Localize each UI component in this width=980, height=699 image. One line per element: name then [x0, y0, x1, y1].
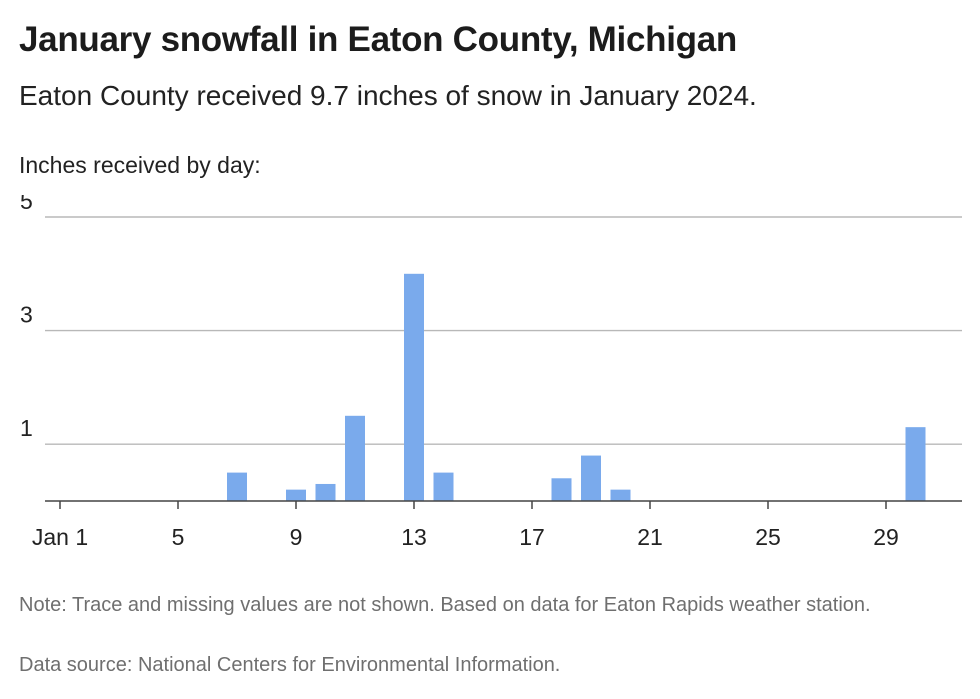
snowfall-bar [551, 478, 572, 501]
y-tick-label: 3 [20, 302, 33, 328]
x-tick-label: 5 [172, 524, 185, 550]
chart-title: January snowfall in Eaton County, Michig… [19, 20, 737, 59]
chart-note: Note: Trace and missing values are not s… [19, 594, 871, 616]
snowfall-bar [345, 415, 365, 501]
x-tick-label: 9 [290, 524, 303, 550]
x-tick-label: 25 [755, 524, 781, 550]
snowfall-bar [905, 427, 926, 501]
chart-subtitle: Eaton County received 9.7 inches of snow… [19, 80, 757, 111]
snowfall-bar [404, 273, 424, 501]
y-tick-label: 1 [20, 415, 33, 441]
x-axis: Jan 1 5 9 13 17 21 25 29 [32, 500, 962, 550]
snowfall-bar [315, 483, 336, 501]
gridlines: 1 3 5 [20, 195, 962, 445]
x-tick-label: 21 [637, 524, 663, 550]
x-tick-label: Jan 1 [32, 524, 88, 550]
snowfall-bar [286, 489, 306, 501]
snowfall-bar [227, 472, 247, 501]
snowfall-bar [610, 489, 631, 501]
data-source: Data source: National Centers for Enviro… [19, 654, 561, 676]
snowfall-bar [581, 455, 601, 501]
y-axis-caption: Inches received by day: [19, 152, 261, 178]
bars [227, 273, 926, 501]
x-tick-label: 13 [401, 524, 427, 550]
x-tick-label: 17 [519, 524, 545, 550]
snowfall-bar-chart: 135 Jan 1 5 9 13 17 21 25 29 [20, 195, 962, 550]
y-tick-label: 5 [20, 195, 33, 214]
x-tick-label: 29 [873, 524, 899, 550]
snowfall-bar [433, 472, 454, 501]
